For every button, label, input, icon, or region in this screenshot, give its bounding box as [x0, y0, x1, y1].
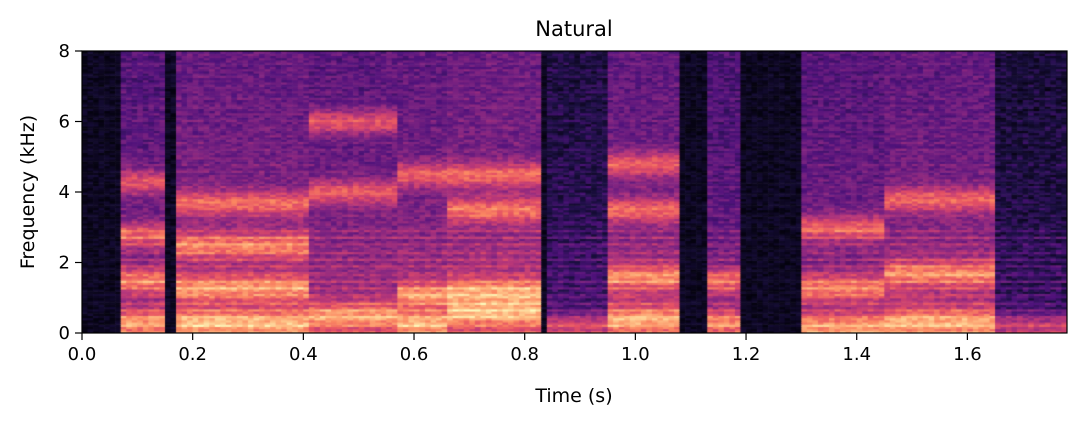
y-tick-label: 6 — [59, 112, 70, 133]
x-tick-label: 0.8 — [510, 344, 539, 365]
chart-title: Natural — [535, 17, 612, 41]
spectrogram-image — [82, 51, 1067, 333]
plot-area — [82, 51, 1067, 333]
x-tick-label: 0.0 — [68, 344, 97, 365]
x-axis-label: Time (s) — [534, 385, 612, 407]
y-axis-label: Frequency (kHz) — [17, 115, 39, 269]
y-axis: 0 2 4 6 8 — [59, 41, 82, 344]
x-tick-label: 1.0 — [621, 344, 650, 365]
y-tick-label: 2 — [59, 253, 70, 274]
x-tick-label: 0.4 — [289, 344, 318, 365]
x-tick-label: 1.4 — [842, 344, 871, 365]
x-tick-label: 0.6 — [400, 344, 429, 365]
y-tick-label: 8 — [59, 41, 70, 62]
x-tick-label: 0.2 — [178, 344, 207, 365]
x-tick-label: 1.2 — [732, 344, 761, 365]
y-tick-label: 4 — [59, 182, 70, 203]
x-tick-label: 1.6 — [953, 344, 982, 365]
y-tick-label: 0 — [59, 323, 70, 344]
x-axis: 0.0 0.2 0.4 0.6 0.8 1.0 1.2 1.4 1.6 — [68, 333, 982, 365]
